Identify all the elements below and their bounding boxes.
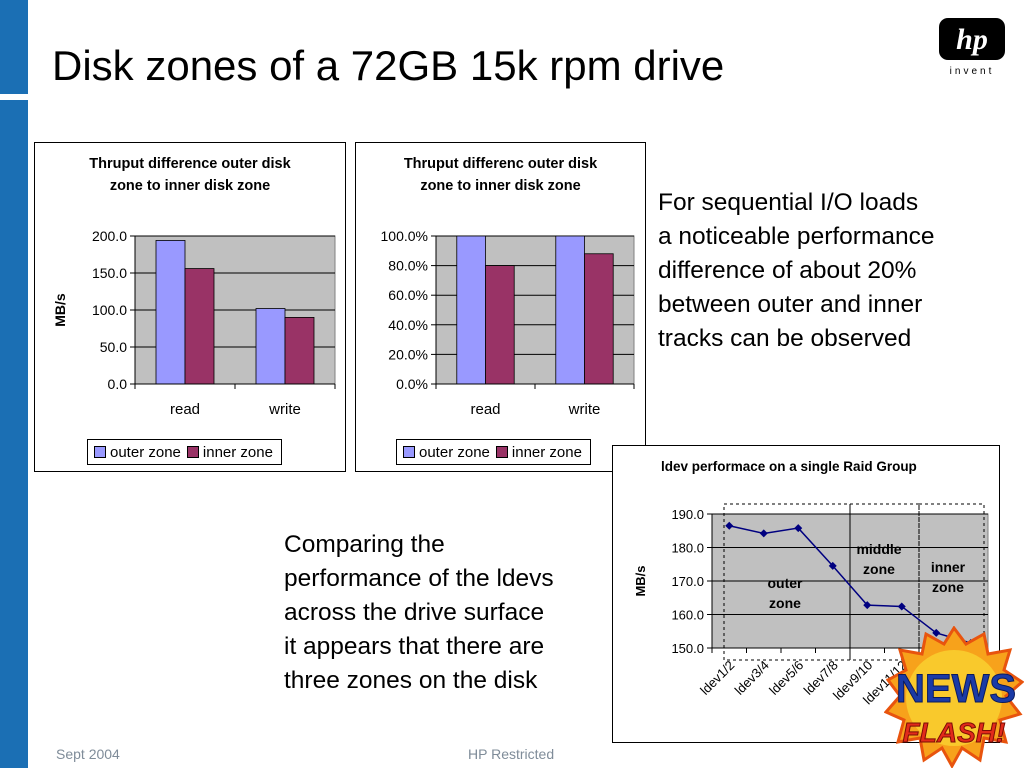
chart2-category-label: read: [470, 401, 500, 418]
chart1-legend: outer zone inner zone: [87, 439, 282, 465]
comparison-line: performance of the ldevs: [284, 565, 554, 592]
chart1-bar-inner-write: [284, 316, 315, 385]
news-flash-badge: NEWS FLASH!: [884, 626, 1024, 768]
chart2-ytick-label: 0.0%: [396, 376, 428, 392]
chart3-zone-box: [849, 503, 920, 661]
news-flash-bottom: FLASH!: [903, 717, 1006, 748]
chart3-annotation-outer: zone: [769, 595, 801, 611]
chart3-ytick-label: 170.0: [671, 574, 704, 589]
chart1-category-label: read: [170, 401, 200, 418]
chart3-annotation-outer: outer: [768, 575, 804, 591]
chart3-annotation-middle: middle: [856, 541, 901, 557]
chart1-legend-inner: inner zone: [185, 444, 273, 461]
chart2-bar-inner-read: [485, 265, 515, 385]
chart2-legend: outer zone inner zone: [396, 439, 591, 465]
chart1-legend-outer-swatch: [94, 446, 106, 458]
chart2-legend-outer-swatch: [403, 446, 415, 458]
chart3-point-ldev11/12: [897, 602, 906, 611]
chart3-annotation-inner: zone: [932, 579, 964, 595]
chart1-ytick-label: 0.0: [108, 376, 128, 392]
chart1-ytick-label: 100.0: [92, 302, 127, 318]
observation-line: difference of about 20%: [658, 257, 917, 284]
chart1-bar-outer-read: [155, 240, 186, 385]
chart1-legend-outer-label: outer zone: [110, 443, 181, 461]
chart3-category-label: ldev1/2: [697, 658, 737, 698]
chart3-ytick-label: 150.0: [671, 641, 704, 656]
chart2-title-line1: Thruput differenc outer disk: [403, 156, 598, 172]
chart2-category-label: write: [568, 401, 601, 418]
chart1-legend-inner-label: inner zone: [202, 443, 273, 461]
chart3-series-line: [729, 524, 971, 644]
footer-classification: HP Restricted: [468, 746, 555, 762]
chart3-point-ldev3/4: [759, 529, 768, 538]
chart3-point-ldev5/6: [794, 524, 803, 533]
comparison-line: three zones on the disk: [284, 667, 538, 694]
news-flash-top: NEWS: [896, 667, 1016, 711]
hp-logo-tagline: invent: [950, 66, 995, 77]
chart2-title: Thruput differenc outer disk zone to inn…: [356, 153, 645, 197]
chart1-ytick-label: 150.0: [92, 265, 127, 281]
chart3-ytick-label: 160.0: [671, 608, 704, 623]
chart2-plot: 0.0% 20.0% 40.0% 60.0% 80.0% 100.0% read write: [381, 228, 635, 418]
footer-date: Sept 2004: [56, 746, 120, 762]
hp-logo-text: hp: [956, 23, 988, 56]
chart3-ylabel: MB/s: [633, 565, 648, 596]
chart1-title: Thruput difference outer disk zone to in…: [35, 153, 345, 197]
chart1-ylabel: MB/s: [52, 293, 68, 327]
chart3-annotation-middle: zone: [863, 561, 895, 577]
chart1-bar-outer-write: [255, 308, 286, 385]
chart1-title-line1: Thruput difference outer disk: [89, 156, 291, 172]
observation-line: between outer and inner: [658, 291, 923, 318]
chart1-ytick-label: 50.0: [100, 339, 127, 355]
chart3-category-label: ldev5/6: [766, 658, 806, 698]
chart3-category-label: ldev3/4: [732, 658, 772, 698]
chart3-ytick-label: 180.0: [671, 541, 704, 556]
chart1-title-line2: zone to inner disk zone: [109, 178, 271, 194]
chart1-plot: 0.0 50.0 100.0 150.0 200.0 read write MB/s: [52, 228, 336, 418]
observation-line: For sequential I/O loads: [658, 189, 919, 216]
chart1-category-label: write: [268, 401, 301, 418]
observation-text: For sequential I/O loads a noticeable pe…: [658, 186, 934, 356]
comparison-line: Comparing the: [284, 531, 445, 558]
chart3-point-ldev1/2: [725, 521, 734, 530]
chart2-ytick-label: 80.0%: [388, 258, 428, 274]
chart1-legend-outer: outer zone: [92, 444, 181, 461]
chart2-legend-inner-label: inner zone: [511, 443, 582, 461]
chart2-legend-outer-label: outer zone: [419, 443, 490, 461]
comparison-line: across the drive surface: [284, 599, 545, 626]
chart3-point-ldev13/14: [932, 628, 941, 637]
chart2-bar-inner-write: [584, 253, 614, 385]
chart-panel-thruput-mbs: Thruput difference outer disk zone to in…: [34, 142, 346, 472]
chart3-ytick-label: 190.0: [671, 507, 704, 522]
chart2-title-line2: zone to inner disk zone: [420, 178, 581, 194]
chart2-ytick-label: 100.0%: [381, 228, 428, 244]
comparison-text: Comparing the performance of the ldevs a…: [284, 528, 554, 698]
chart1-ytick-label: 200.0: [92, 228, 127, 244]
chart3-point-ldev7/8: [828, 561, 837, 570]
chart2-legend-inner-swatch: [495, 446, 508, 458]
sidebar-accent-bottom: [0, 100, 28, 768]
observation-line: tracks can be observed: [658, 325, 912, 352]
chart-panel-thruput-pct: Thruput differenc outer disk zone to inn…: [355, 142, 646, 472]
observation-line: a noticeable performance: [658, 223, 935, 250]
hp-logo: hp invent: [939, 18, 1005, 77]
chart2-ytick-label: 40.0%: [388, 317, 428, 333]
chart2-legend-outer: outer zone: [401, 444, 490, 461]
chart2-bar-outer-write: [555, 235, 585, 385]
sidebar-accent-top: [0, 0, 28, 94]
chart3-title: ldev performace on a single Raid Group: [661, 459, 917, 474]
chart3-annotation-inner: inner: [931, 559, 966, 575]
chart2-bar-outer-read: [456, 235, 486, 385]
chart1-bar-inner-read: [184, 268, 215, 385]
chart2-ytick-label: 20.0%: [388, 346, 428, 362]
chart2-legend-inner: inner zone: [494, 444, 582, 461]
chart2-ytick-label: 60.0%: [388, 287, 428, 303]
slide-title: Disk zones of a 72GB 15k rpm drive: [52, 42, 725, 89]
comparison-line: it appears that there are: [284, 633, 545, 660]
chart3-point-ldev9/10: [863, 601, 872, 610]
chart1-legend-inner-swatch: [186, 446, 199, 458]
